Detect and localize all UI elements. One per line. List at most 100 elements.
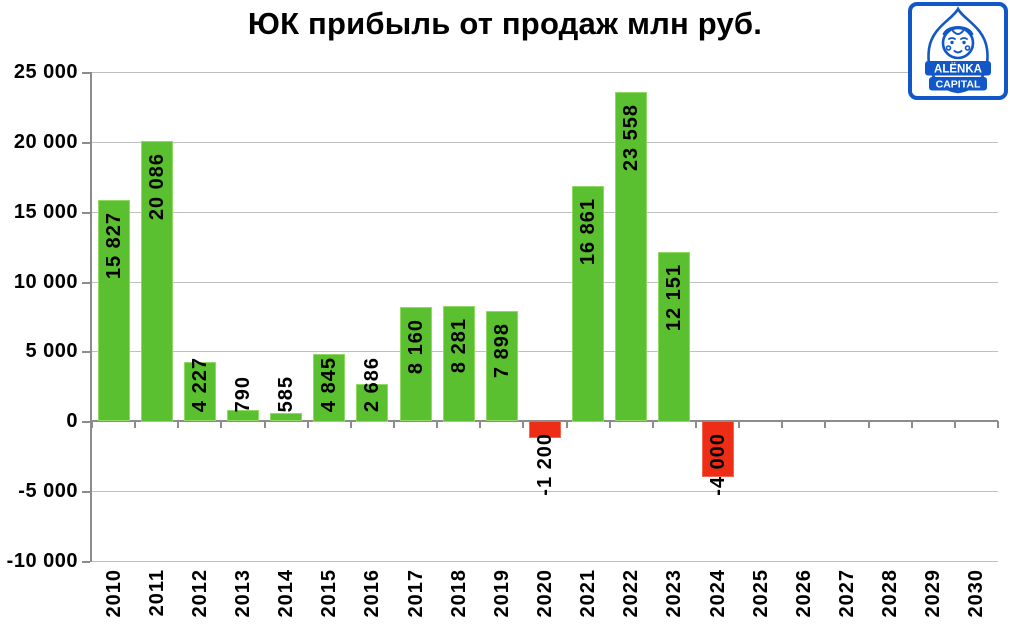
chart-title: ЮК прибыль от продаж млн руб. — [247, 6, 763, 41]
gridline — [92, 72, 998, 73]
x-tick-label-2024: 2024 — [707, 569, 729, 618]
y-tick-label: 15 000 — [13, 201, 78, 223]
x-axis-tick — [436, 421, 438, 428]
bar-label-2015: 4 845 — [318, 357, 340, 413]
x-axis-tick — [997, 421, 999, 428]
x-axis-tick — [522, 421, 524, 428]
bar-label-2022: 23 558 — [620, 104, 642, 172]
bar-2015 — [313, 354, 345, 422]
x-axis-tick — [393, 421, 395, 428]
x-tick-label-2023: 2023 — [663, 569, 685, 618]
bar-label-2011: 20 086 — [146, 153, 168, 221]
bar-2019 — [486, 311, 518, 421]
bar-label-2021: 16 861 — [577, 198, 599, 266]
bar-label-2014: 585 — [275, 376, 297, 413]
y-axis-tick — [82, 491, 90, 493]
y-axis-line — [90, 72, 92, 562]
bar-2016 — [356, 384, 388, 422]
x-tick-label-2019: 2019 — [491, 569, 513, 618]
x-axis-tick — [868, 421, 870, 428]
y-axis-tick — [82, 212, 90, 214]
x-tick-label-2027: 2027 — [836, 569, 858, 618]
gridline — [92, 142, 998, 143]
x-tick-label-2017: 2017 — [405, 569, 427, 618]
bar-label-2018: 8 281 — [448, 318, 470, 374]
x-tick-label-2028: 2028 — [879, 569, 901, 618]
bar-label-2020: -1 200 — [534, 433, 556, 496]
bar-2011 — [141, 141, 173, 422]
bar-2010 — [98, 200, 130, 421]
x-tick-label-2025: 2025 — [750, 569, 772, 618]
y-axis-tick — [82, 421, 90, 423]
y-axis-tick — [82, 142, 90, 144]
y-tick-label: -10 000 — [6, 550, 78, 572]
y-axis-tick — [82, 351, 90, 353]
x-axis-tick — [134, 421, 136, 428]
bar-2022 — [615, 92, 647, 421]
x-tick-label-2013: 2013 — [232, 569, 254, 618]
y-tick-label: 20 000 — [13, 131, 78, 153]
x-axis-tick — [738, 421, 740, 428]
x-axis-tick — [91, 421, 93, 428]
logo-line2: CAPITAL — [936, 79, 981, 91]
bar-label-2010: 15 827 — [103, 212, 125, 280]
x-tick-label-2029: 2029 — [922, 569, 944, 618]
x-tick-label-2022: 2022 — [620, 569, 642, 618]
gridline — [92, 491, 998, 492]
bar-2023 — [658, 252, 690, 422]
bar-2020 — [529, 421, 561, 438]
x-tick-label-2012: 2012 — [189, 569, 211, 618]
x-axis-tick — [911, 421, 913, 428]
bar-2017 — [400, 307, 432, 421]
bar-label-2013: 790 — [232, 376, 254, 413]
x-axis-tick — [220, 421, 222, 428]
x-axis-tick — [264, 421, 266, 428]
bar-label-2016: 2 686 — [361, 357, 383, 413]
x-tick-label-2030: 2030 — [965, 569, 987, 618]
y-axis-tick — [82, 282, 90, 284]
bar-label-2019: 7 898 — [491, 323, 513, 379]
x-axis-tick — [695, 421, 697, 428]
matryoshka-icon: ALËNKA CAPITAL — [925, 6, 991, 94]
x-tick-label-2016: 2016 — [361, 569, 383, 618]
alenka-capital-logo: ALËNKA CAPITAL — [908, 2, 1008, 100]
y-tick-label: 10 000 — [13, 271, 78, 293]
x-tick-label-2014: 2014 — [275, 569, 297, 618]
x-axis-tick — [609, 421, 611, 428]
x-tick-label-2018: 2018 — [448, 569, 470, 618]
x-axis-tick — [307, 421, 309, 428]
y-tick-label: 0 — [66, 410, 78, 432]
bar-label-2017: 8 160 — [405, 319, 427, 375]
bar-label-2024: -4 000 — [707, 433, 729, 496]
bar-2018 — [443, 306, 475, 422]
gridline — [92, 561, 998, 562]
bar-label-2023: 12 151 — [663, 264, 685, 332]
gridline — [92, 212, 998, 213]
x-axis-tick — [781, 421, 783, 428]
bar-2012 — [184, 362, 216, 421]
y-axis-tick — [82, 561, 90, 563]
bar-2014 — [270, 413, 302, 421]
x-axis-tick — [479, 421, 481, 428]
gridline — [92, 282, 998, 283]
x-tick-label-2010: 2010 — [103, 569, 125, 618]
y-axis-tick — [82, 72, 90, 74]
x-axis-tick — [350, 421, 352, 428]
x-tick-label-2021: 2021 — [577, 569, 599, 618]
y-tick-label: 25 000 — [13, 61, 78, 83]
x-axis-tick — [954, 421, 956, 428]
y-tick-label: -5 000 — [18, 480, 78, 502]
x-tick-label-2020: 2020 — [534, 569, 556, 618]
bar-2013 — [227, 410, 259, 421]
bar-label-2012: 4 227 — [189, 357, 211, 413]
x-axis-tick — [652, 421, 654, 428]
bar-2021 — [572, 186, 604, 422]
x-tick-label-2011: 2011 — [146, 569, 168, 617]
y-tick-label: 5 000 — [25, 340, 78, 362]
logo-line1: ALËNKA — [934, 63, 982, 76]
bar-2024 — [702, 421, 734, 477]
gridline — [92, 351, 998, 352]
x-axis-tick — [566, 421, 568, 428]
x-tick-label-2026: 2026 — [793, 569, 815, 618]
